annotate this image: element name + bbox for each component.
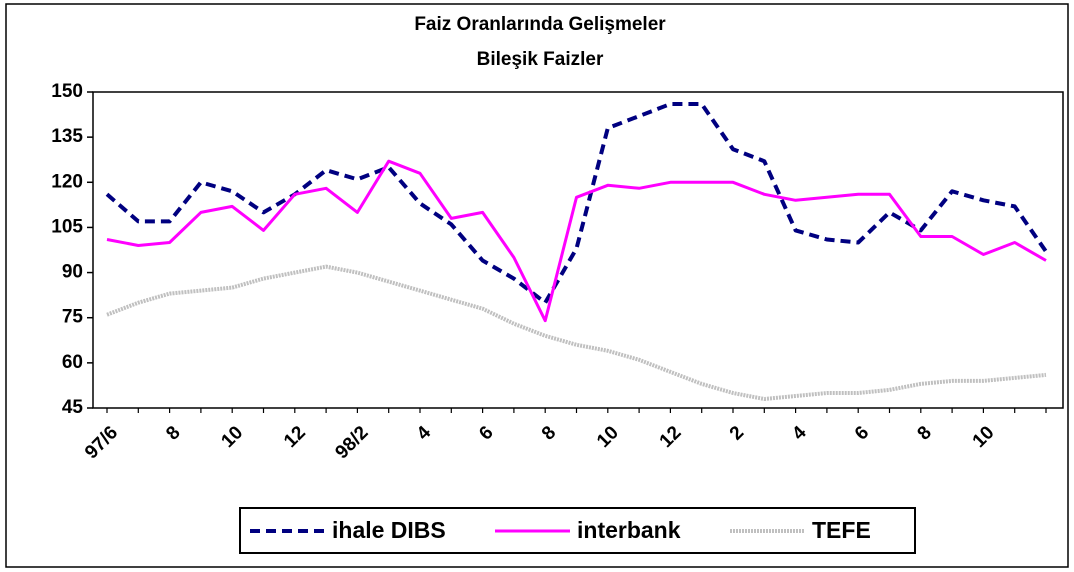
series-line <box>105 102 1048 305</box>
y-tick-label: 60 <box>62 352 83 373</box>
chart-title: Faiz Oranlarında Gelişmeler <box>414 14 666 35</box>
y-tick-label: 120 <box>51 171 83 192</box>
legend-label: ihale DIBS <box>332 517 446 543</box>
y-tick-label: 105 <box>51 216 83 237</box>
y-tick-label: 135 <box>51 126 83 147</box>
chart-subtitle: Bileşik Faizler <box>477 49 604 70</box>
y-tick-label: 75 <box>62 307 84 328</box>
y-tick-label: 150 <box>51 81 83 102</box>
series-line <box>106 159 1047 323</box>
y-tick-label: 90 <box>62 262 83 283</box>
chart-border <box>5 3 1069 568</box>
plot-area <box>92 91 1064 409</box>
legend-label: interbank <box>577 517 681 543</box>
y-tick-label: 45 <box>62 397 84 418</box>
legend-label: TEFE <box>812 517 871 543</box>
